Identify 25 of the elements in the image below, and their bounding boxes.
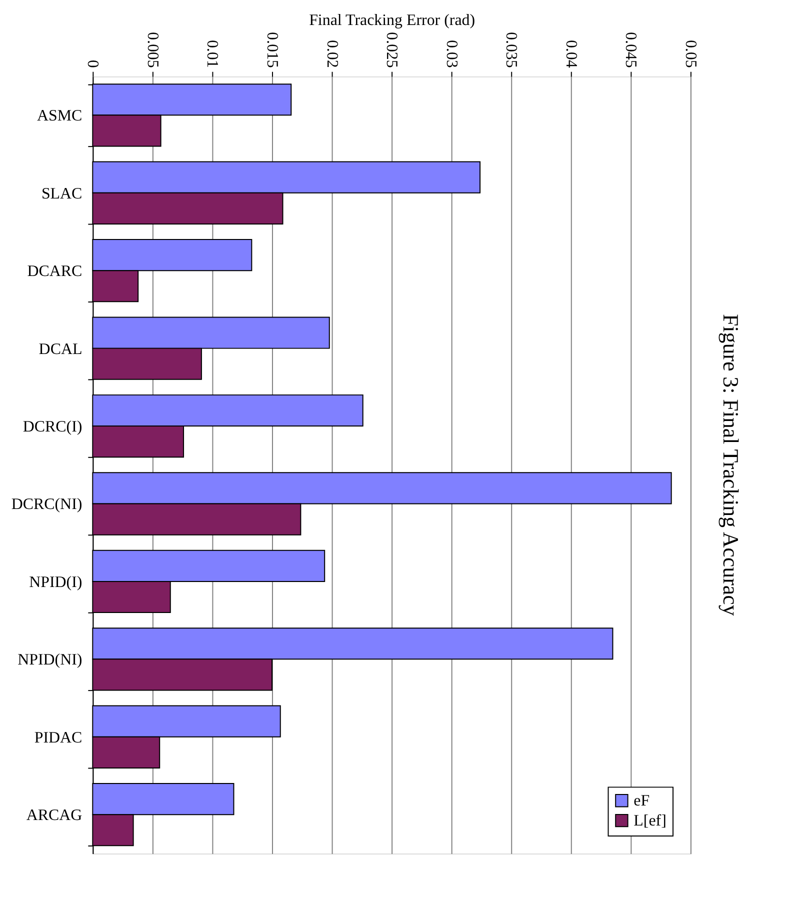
x-tick-label: 0.01 — [204, 40, 221, 68]
x-tick-label: 0.015 — [264, 32, 281, 68]
x-tick-label: 0.04 — [562, 40, 580, 68]
y-tick-label: DCAL — [38, 340, 82, 358]
x-tick-label: 0.005 — [144, 32, 161, 68]
y-tick-label: DCRC(I) — [22, 418, 82, 436]
x-tick-label: 0.025 — [383, 32, 400, 68]
y-tick-label: DCRC(NI) — [11, 496, 82, 514]
y-tick-label: SLAC — [41, 185, 82, 202]
y-tick-label: NPID(NI) — [18, 652, 82, 669]
x-tick-label: 0.035 — [502, 32, 520, 68]
x-tick-label: 0.03 — [442, 40, 460, 68]
x-tick-label: 0 — [84, 60, 102, 68]
y-tick-label: ASMC — [37, 108, 82, 125]
legend-label: eF — [634, 792, 650, 810]
legend-label: L[ef] — [634, 812, 666, 830]
y-tick-label: DCARC — [27, 263, 82, 280]
x-tick-label: 0.02 — [323, 40, 340, 68]
y-tick-label: ARCAG — [26, 807, 83, 824]
caption: Figure 3: Final Tracking Accuracy — [718, 314, 744, 616]
x-axis-title: Final Tracking Error (rad) — [309, 12, 476, 30]
x-tick-label: 0.05 — [682, 40, 699, 68]
y-tick-label: NPID(I) — [29, 574, 82, 591]
y-tick-label: PIDAC — [34, 729, 82, 746]
x-tick-label: 0.045 — [622, 32, 640, 68]
